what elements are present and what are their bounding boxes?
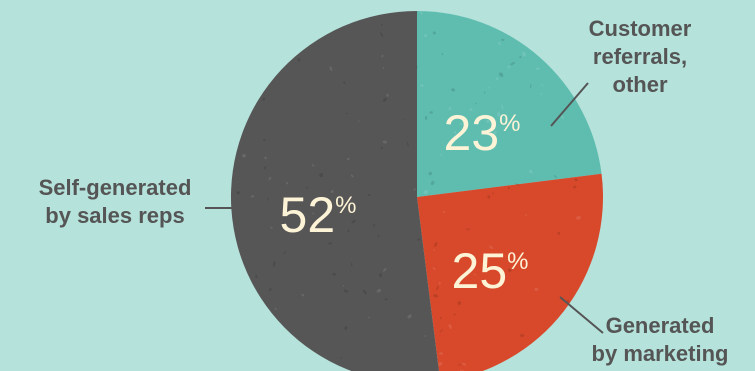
callout-line: Customer bbox=[589, 16, 692, 41]
pie-texture bbox=[236, 11, 581, 371]
leader-line-marketing bbox=[559, 296, 604, 334]
callout-line: referrals, bbox=[593, 44, 687, 69]
percent-symbol: % bbox=[335, 192, 356, 219]
callout-label-self: Self-generated by sales reps bbox=[39, 175, 192, 228]
percent-symbol: % bbox=[499, 110, 520, 137]
pie-slice-marketing bbox=[417, 173, 603, 371]
callout-label-referrals: Customer referrals, other bbox=[589, 16, 692, 97]
callout-line: by marketing bbox=[592, 341, 729, 366]
pie-percent-label-self: 52% bbox=[280, 187, 357, 243]
callout-line: Generated bbox=[606, 313, 715, 338]
pie-percent-label-referrals: 23% bbox=[444, 105, 521, 161]
pie-slice-self bbox=[230, 11, 439, 371]
percent-value: 52 bbox=[280, 187, 336, 243]
percent-value: 25 bbox=[452, 243, 508, 299]
callout-line: by sales reps bbox=[45, 203, 184, 228]
callout-line: other bbox=[613, 72, 668, 97]
pie-slice-referrals bbox=[417, 11, 602, 197]
pie-percent-label-marketing: 25% bbox=[452, 243, 529, 299]
percent-value: 23 bbox=[444, 105, 500, 161]
percent-symbol: % bbox=[507, 248, 528, 275]
leader-line-referrals bbox=[550, 82, 589, 127]
callout-line: Self-generated bbox=[39, 175, 192, 200]
callout-label-marketing: Generated by marketing bbox=[592, 313, 729, 366]
